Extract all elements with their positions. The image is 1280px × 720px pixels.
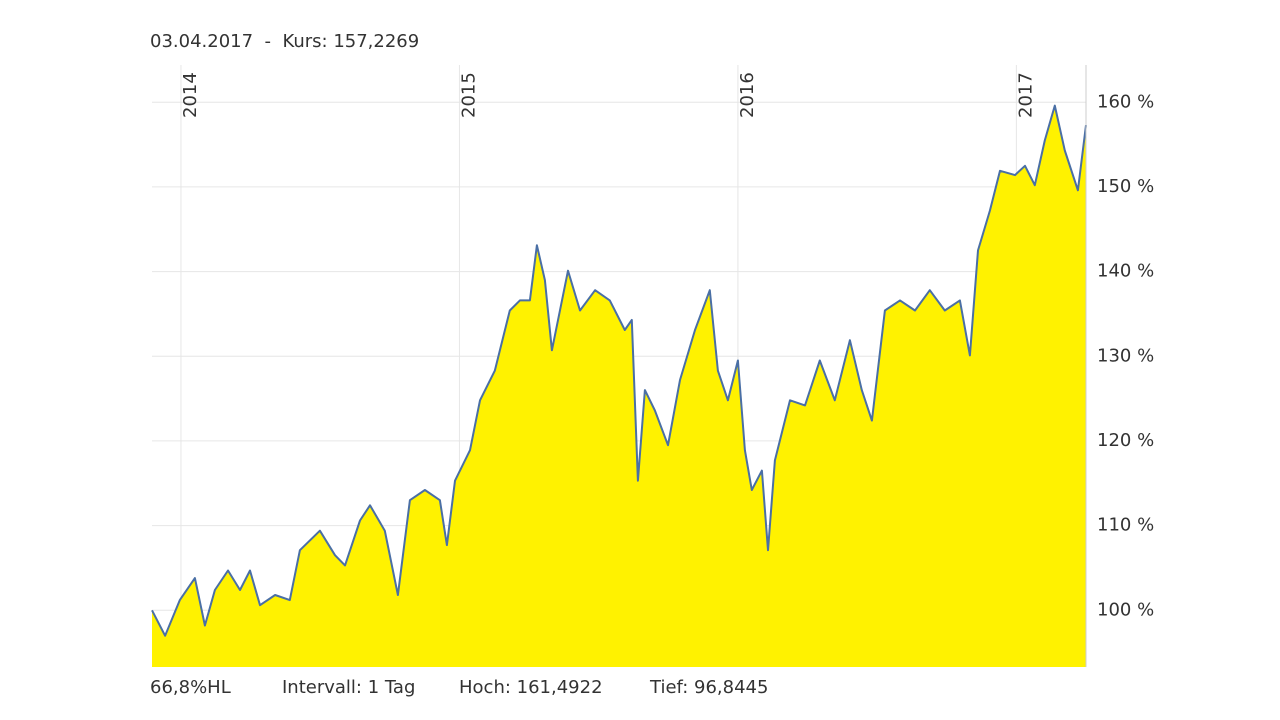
footer-stat: Hoch: 161,4922 bbox=[459, 677, 603, 698]
y-tick-label: 150 % bbox=[1097, 176, 1154, 197]
y-tick-label: 110 % bbox=[1097, 515, 1154, 536]
y-tick-label: 100 % bbox=[1097, 599, 1154, 620]
y-tick-label: 160 % bbox=[1097, 91, 1154, 112]
chart-header: 03.04.2017 - Kurs: 157,2269 bbox=[150, 31, 419, 52]
y-tick-label: 120 % bbox=[1097, 430, 1154, 451]
footer-stat: Tief: 96,8445 bbox=[649, 677, 768, 698]
y-tick-label: 130 % bbox=[1097, 345, 1154, 366]
y-tick-label: 140 % bbox=[1097, 261, 1154, 282]
footer: 66,8%HL Intervall: 1 Tag Hoch: 161,4922 … bbox=[150, 677, 768, 698]
x-tick-label: 2014 bbox=[180, 72, 201, 118]
price-line bbox=[151, 104, 1087, 637]
footer-stat: 66,8%HL bbox=[150, 677, 231, 698]
x-tick-label: 2015 bbox=[458, 72, 479, 118]
x-tick-label: 2017 bbox=[1015, 72, 1036, 118]
footer-stat: Intervall: 1 Tag bbox=[282, 677, 415, 698]
price-area bbox=[152, 105, 1086, 668]
x-tick-label: 2016 bbox=[737, 72, 758, 118]
